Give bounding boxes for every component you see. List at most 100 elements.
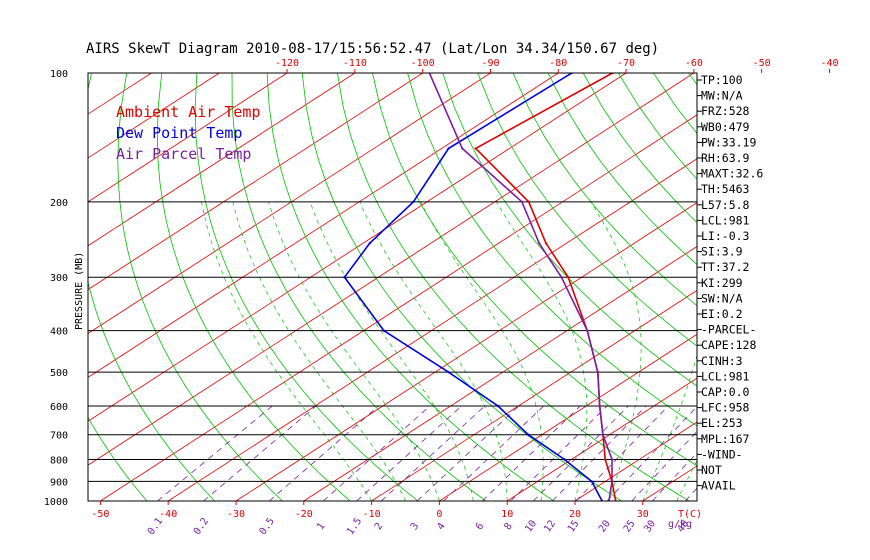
legend-entry: Dew Point Temp <box>116 124 242 142</box>
index-value: NOT <box>701 463 722 477</box>
dry-adiabat <box>231 73 487 501</box>
isotherm-line <box>778 73 870 501</box>
bottom-temp-tick-label: -30 <box>227 509 245 520</box>
moist-adiabat <box>309 201 474 501</box>
isotherm-line <box>88 73 423 291</box>
mixing-ratio-tick-label: 0.2 <box>192 516 211 537</box>
series-point <box>382 329 386 332</box>
series-point <box>610 458 614 461</box>
top-temp-tick-label: -80 <box>549 58 567 69</box>
index-value: MPL:167 <box>701 432 750 446</box>
mixing-ratio-line <box>269 405 379 501</box>
mixing-ratio-tick-label: 1.5 <box>345 516 364 537</box>
series-point <box>412 200 415 203</box>
moist-adiabat <box>359 201 508 501</box>
index-value: LI:-0.3 <box>701 229 750 243</box>
bottom-temp-tick-label: -10 <box>363 509 381 520</box>
isotherm-line <box>88 73 220 159</box>
index-value: EL:253 <box>701 416 743 430</box>
pressure-tick-label: 400 <box>50 327 68 338</box>
x-axis-label: T(C) <box>678 509 702 520</box>
bottom-temp-tick-label: -20 <box>295 509 313 520</box>
dry-adiabat <box>864 73 870 501</box>
isotherm-line <box>88 73 288 203</box>
mixing-ratio-tick-label: 0.5 <box>258 516 277 537</box>
moist-adiabat <box>420 201 544 501</box>
dry-adiabat <box>547 73 697 266</box>
series-point <box>563 458 566 461</box>
dry-adiabat <box>88 73 215 501</box>
index-value: MW:N/A <box>701 89 743 103</box>
bottom-temp-tick-label: -40 <box>159 509 177 520</box>
mixing-ratio-line <box>443 405 544 501</box>
mixing-ratio-tick-label: 8 <box>502 521 514 532</box>
moist-adiabat <box>590 201 642 501</box>
series-line-air-parcel-temp <box>428 73 613 501</box>
dry-adiabat <box>337 73 690 501</box>
legend-entry: Air Parcel Temp <box>116 145 251 163</box>
series-point <box>447 147 450 150</box>
top-temp-tick-label: -60 <box>685 58 703 69</box>
dry-adiabat <box>88 416 148 501</box>
mixing-ratio-line <box>203 405 317 501</box>
series-group <box>343 73 617 501</box>
series-point <box>590 480 593 483</box>
series-point <box>596 371 599 374</box>
pressure-tick-label: 800 <box>50 456 68 467</box>
pressure-tick-label: 300 <box>50 273 68 284</box>
mixing-ratio-unit-label: g/kg <box>668 519 692 530</box>
legend-entry: Ambient Air Temp <box>116 103 261 121</box>
mixing-ratio-tick-label: 20 <box>597 518 613 534</box>
index-value: WB0:479 <box>701 120 750 134</box>
series-line-dew-point-temp <box>343 73 603 501</box>
pressure-tick-label: 600 <box>50 402 68 413</box>
pressure-tick-label: 1000 <box>44 497 68 508</box>
mixing-ratio-line <box>157 405 273 501</box>
isotherm-line <box>88 73 695 466</box>
series-point <box>527 433 530 436</box>
mixing-ratio-tick-label: 6 <box>474 521 486 532</box>
grid-lines <box>88 73 870 501</box>
series-point <box>610 480 614 483</box>
mixing-ratio-line <box>380 405 485 501</box>
isotherm-line <box>371 289 697 501</box>
top-temp-tick-label: -90 <box>481 58 499 69</box>
index-value: -WIND- <box>701 447 743 461</box>
mixing-ratio-tick-label: 25 <box>622 518 638 534</box>
top-temp-tick-label: -40 <box>820 58 838 69</box>
moist-adiabat <box>268 201 440 501</box>
dry-adiabat <box>156 73 351 501</box>
series-point <box>604 458 607 461</box>
series-point <box>544 242 548 245</box>
series-point <box>368 242 371 245</box>
index-value: TP:100 <box>701 73 743 87</box>
top-temp-tick-label: -70 <box>617 58 635 69</box>
isotherm-line <box>88 73 491 334</box>
series-point <box>461 147 464 150</box>
top-temp-tick-label: -100 <box>411 58 435 69</box>
index-value: SW:N/A <box>701 291 743 305</box>
index-value: TH:5463 <box>701 182 750 196</box>
legend: Ambient Air Temp Dew Point Temp Air Parcel… <box>116 103 261 163</box>
isotherm-line <box>642 465 697 501</box>
dry-adiabat <box>442 73 697 387</box>
mixing-ratio-line <box>510 405 608 501</box>
series-point <box>527 200 530 203</box>
mixing-ratio-tick-label: 2 <box>373 521 385 532</box>
dry-adiabat <box>372 73 697 467</box>
mixing-ratio-line <box>551 405 647 501</box>
y-axis-label: PRESSURE (MB) <box>74 252 85 330</box>
isotherm-line <box>235 202 697 501</box>
bottom-temp-tick-label: -50 <box>91 509 109 520</box>
mixing-ratio-line <box>575 405 669 501</box>
pressure-tick-label: 500 <box>50 368 68 379</box>
isotherm-line <box>88 73 559 378</box>
index-value: EI:0.2 <box>701 307 743 321</box>
index-value: SI:3.9 <box>701 245 743 259</box>
isotherm-line <box>167 158 697 501</box>
dry-adiabat <box>407 73 697 427</box>
top-temp-tick-label: -110 <box>343 58 367 69</box>
index-value: FRZ:528 <box>701 104 750 118</box>
moist-adiabat <box>232 201 406 501</box>
